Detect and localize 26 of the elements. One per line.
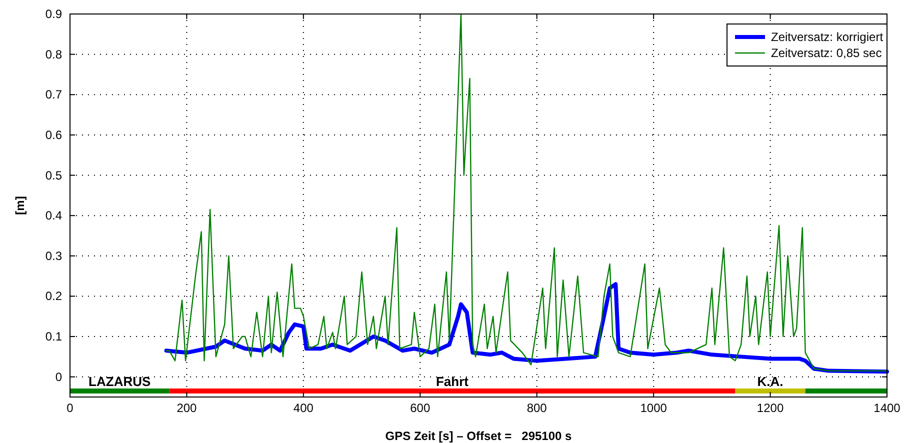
- y-tick-label: 0.7: [45, 88, 62, 102]
- y-tick-label: 0.2: [45, 289, 62, 304]
- legend-label: Zeitversatz: 0,85 sec: [771, 46, 882, 60]
- x-tick-label: 800: [526, 401, 548, 415]
- annotation: LAZARUS: [88, 374, 151, 389]
- x-tick-label: 400: [293, 401, 314, 415]
- y-axis-title: [m]: [13, 196, 27, 215]
- x-tick-label: 1200: [756, 401, 784, 415]
- y-tick-label: 0.1: [45, 330, 62, 344]
- y-tick-label: 0.8: [45, 47, 62, 62]
- y-tick-label: 0.6: [45, 128, 62, 142]
- y-tick-label: 0.4: [45, 208, 62, 223]
- x-tick-label: 0: [66, 401, 74, 415]
- y-tick-label: 0.5: [45, 168, 62, 182]
- y-tick-label: 0.3: [45, 248, 62, 263]
- x-tick-label: 200: [176, 401, 198, 415]
- x-tick-label: 600: [410, 401, 430, 415]
- x-tick-label: 1400: [874, 401, 901, 415]
- legend-label: Zeitversatz: korrigiert: [771, 30, 884, 44]
- x-tick-label: 1000: [640, 401, 668, 415]
- y-tick-label: 0.9: [45, 7, 62, 21]
- x-axis-title: GPS Zeit [s] – Offset = 295100 s: [385, 429, 572, 443]
- line-series: [166, 13, 888, 372]
- y-tick-label: 0: [55, 370, 62, 384]
- annotation: K.A.: [757, 374, 784, 389]
- annotation: Fahrt: [436, 374, 470, 389]
